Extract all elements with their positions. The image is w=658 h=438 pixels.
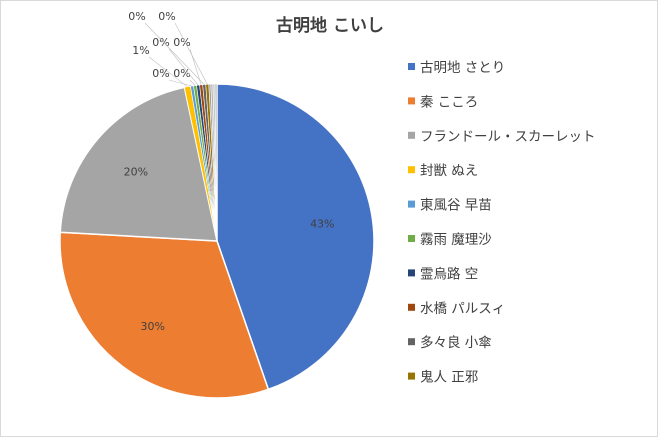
- legend-swatch-4: [408, 166, 415, 174]
- legend-swatch-5: [408, 200, 415, 208]
- data-labels: 43%30%20%1%0% 0%0% 0%0% 0%: [124, 10, 335, 333]
- chart-title: 古明地 こいし: [276, 15, 384, 36]
- legend-label-5: 東風谷 早苗: [420, 198, 492, 214]
- leader-line-4: [148, 56, 188, 88]
- pie-slice-3: [59, 86, 218, 242]
- pie-slices: [59, 83, 375, 399]
- legend-label-2: 秦 こころ: [420, 94, 478, 110]
- pie-slice-2: [59, 231, 270, 399]
- legend-label-1: 古明地 さとり: [420, 60, 505, 76]
- legend-swatch-8: [408, 303, 415, 311]
- legend-swatch-6: [408, 235, 415, 242]
- legend-label-4: 封獣 ぬえ: [420, 163, 478, 179]
- pie-slice-1: [216, 83, 375, 391]
- legend-label-7: 霊烏路 空: [420, 265, 478, 282]
- data-label-9: 0%: [128, 10, 145, 23]
- legend-swatch-10: [408, 372, 415, 380]
- legend-label-10: 鬼人 正邪: [420, 370, 478, 386]
- legend-swatch-3: [408, 131, 415, 139]
- legend-label-6: 霧雨 魔理沙: [420, 232, 492, 248]
- legend-swatch-1: [408, 63, 415, 70]
- data-label-5: 0%: [152, 67, 169, 80]
- legend-swatch-2: [408, 97, 415, 105]
- pie-slice-14: [214, 83, 218, 242]
- legend-label-8: 水橋 パルスィ: [420, 301, 505, 317]
- leader-line-5: [168, 79, 193, 87]
- data-label-4: 1%: [132, 44, 149, 57]
- legend-swatch-9: [408, 338, 415, 346]
- legend-swatch-7: [408, 269, 415, 277]
- data-label-7: 0%: [152, 36, 169, 49]
- legend-label-9: 多々良 小傘: [420, 334, 492, 351]
- data-label-2: 30%: [140, 320, 164, 333]
- data-label-10: 0%: [158, 10, 175, 23]
- data-label-8: 0%: [173, 36, 190, 49]
- data-label-1: 43%: [310, 217, 334, 230]
- leader-line-10: [174, 22, 208, 85]
- leader-line-7: [168, 48, 199, 86]
- legend-label-3: フランドール・スカーレット: [420, 129, 596, 145]
- leader-line-9: [144, 22, 205, 85]
- data-label-3: 20%: [124, 166, 148, 179]
- leader-line-6: [189, 79, 196, 86]
- data-label-6: 0%: [173, 67, 190, 80]
